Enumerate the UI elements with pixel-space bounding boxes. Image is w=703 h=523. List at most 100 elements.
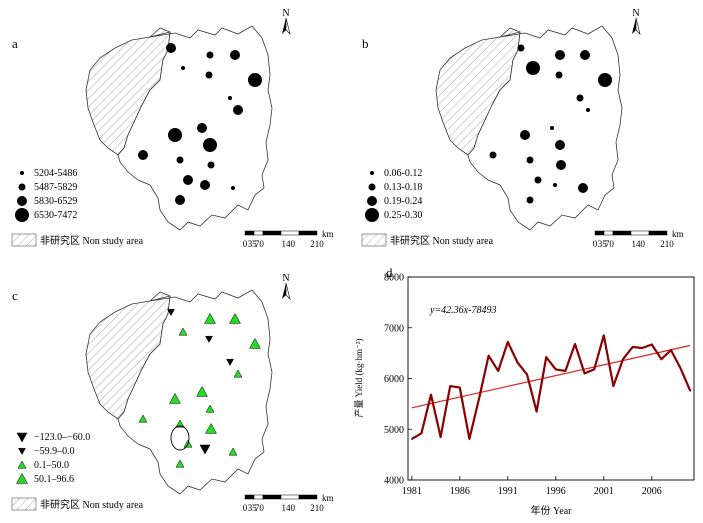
station-marker-b-15 [553, 183, 557, 187]
scale-tick-c-0: 0 [243, 503, 248, 513]
x-tick-label-3: 1996 [546, 486, 566, 497]
data-point-1981 [410, 437, 413, 440]
station-marker-b-2 [555, 50, 565, 60]
non-study-label-a: 非研究区 Non study area [40, 234, 144, 247]
scale-segment-c-3 [280, 494, 300, 500]
scale-tick-a-4: 210 [310, 239, 324, 249]
station-marker-c-14 [205, 422, 217, 434]
data-point-2001 [602, 334, 605, 337]
study-area-polygon-b [467, 25, 623, 231]
scale-tick-a-3: 140 [281, 239, 295, 249]
station-marker-b-4 [555, 71, 563, 79]
station-marker-a-10 [203, 138, 217, 152]
scale-segment-c-0 [244, 494, 255, 500]
non-study-legend-c: 非研究区 Non study area [11, 497, 144, 511]
scale-segment-c-2 [262, 494, 282, 500]
data-point-1993 [526, 373, 528, 376]
station-marker-b-14 [556, 160, 566, 170]
data-point-2009 [679, 367, 682, 370]
data-point-2000 [593, 368, 596, 371]
y-axis-ticks: 4000 5000 6000 7000 8000 [384, 273, 412, 487]
scale-tick-b-4: 210 [660, 239, 674, 249]
scale-tick-a-1: 35 [248, 239, 258, 249]
station-marker-a-1 [181, 66, 185, 70]
legend-label-b-0: 0.06-0.12 [384, 168, 422, 179]
scale-segment-b-0 [594, 230, 605, 236]
station-marker-b-8 [520, 130, 530, 140]
data-point-2005 [641, 347, 644, 349]
station-marker-a-16 [175, 195, 185, 205]
data-point-1983 [430, 393, 432, 396]
y-tick-label-2: 6000 [384, 374, 404, 385]
scale-unit-a: km [322, 229, 334, 239]
legend-label-b-3: 0.25-0.30 [384, 210, 422, 221]
station-marker-c-15 [199, 444, 211, 455]
scale-segment-b-4 [648, 230, 668, 236]
data-point-2007 [660, 358, 663, 361]
scale-segment-c-4 [298, 494, 318, 500]
legend-label-b-1: 0.13-0.18 [384, 182, 422, 193]
data-point-1988 [478, 397, 480, 400]
station-marker-c-3 [229, 312, 241, 324]
station-marker-b-7 [586, 108, 590, 112]
scale-segment-b-2 [612, 230, 632, 236]
scale-tick-c-4: 210 [310, 503, 324, 513]
station-marker-b-1 [526, 61, 540, 75]
legend-c: −123.0–−60.0 −59.9–0.0 0.1–50.0 50.1–96.6 [16, 432, 90, 485]
station-marker-a-3 [230, 50, 240, 60]
map-panel-a: a N 5204-5486 5487-5829 5830-6529 6530-7472… [11, 8, 334, 249]
x-tick-label-5: 2006 [642, 486, 662, 497]
station-marker-c-5 [249, 337, 261, 349]
legend-symbol-c-0 [16, 432, 28, 443]
station-marker-a-6 [228, 96, 232, 100]
data-point-1998 [574, 343, 576, 345]
scale-segment-a-0 [244, 230, 255, 236]
non-study-legend-a: 非研究区 Non study area [11, 233, 144, 247]
legend-label-c-3: 50.1–96.6 [34, 474, 74, 485]
station-marker-a-4 [205, 71, 213, 79]
data-point-2006 [650, 343, 653, 346]
station-marker-a-2 [206, 51, 214, 59]
legend-symbol-b-0 [370, 171, 374, 175]
data-point-2010 [689, 389, 692, 392]
y-tick-label-0: 4000 [384, 476, 404, 487]
data-point-1986 [458, 386, 461, 389]
trend-line [411, 344, 691, 409]
station-marker-c-11 [138, 414, 148, 423]
y-tick-label-4: 8000 [384, 273, 404, 284]
data-point-1997 [564, 369, 567, 372]
scale-tick-c-3: 140 [281, 503, 295, 513]
map-panel-b: b N 0.06-0.12 0.13-0.18 0.19-0.24 0.25-0.30… [361, 8, 684, 249]
stations-b [489, 44, 612, 204]
study-area-polygon-a [117, 25, 273, 231]
station-marker-b-10 [555, 140, 565, 150]
legend-symbol-a-2 [17, 196, 27, 206]
scale-segment-a-1 [253, 230, 264, 236]
station-marker-c-7 [233, 369, 243, 378]
station-marker-c-4 [205, 335, 213, 344]
legend-label-a-3: 6530-7472 [34, 210, 77, 221]
scale-tick-b-3: 140 [631, 239, 645, 249]
legend-label-b-2: 0.19-0.24 [384, 196, 422, 207]
data-point-1990 [497, 369, 500, 372]
legend-symbol-b-2 [367, 196, 377, 206]
study-area-polygon-c [117, 289, 273, 495]
legend-b: 0.06-0.12 0.13-0.18 0.19-0.24 0.25-0.30 [365, 168, 422, 222]
panel-label-b: b [362, 36, 369, 51]
scale-tick-a-2: 70 [255, 239, 265, 249]
x-tick-label-2: 1991 [498, 486, 518, 497]
non-study-label-c: 非研究区 Non study area [40, 498, 144, 511]
station-marker-c-1 [178, 327, 188, 336]
station-marker-a-7 [233, 105, 243, 115]
scale-tick-c-1: 35 [248, 503, 258, 513]
legend-symbol-c-3 [16, 472, 28, 484]
highlight-circle [170, 425, 190, 451]
station-marker-b-12 [526, 156, 534, 164]
station-marker-b-6 [576, 94, 584, 102]
legend-symbol-a-3 [15, 208, 29, 222]
regression-annotation: y=42.36x-78493 [429, 305, 496, 316]
scale-unit-b: km [672, 229, 684, 239]
station-marker-c-12 [175, 419, 185, 428]
